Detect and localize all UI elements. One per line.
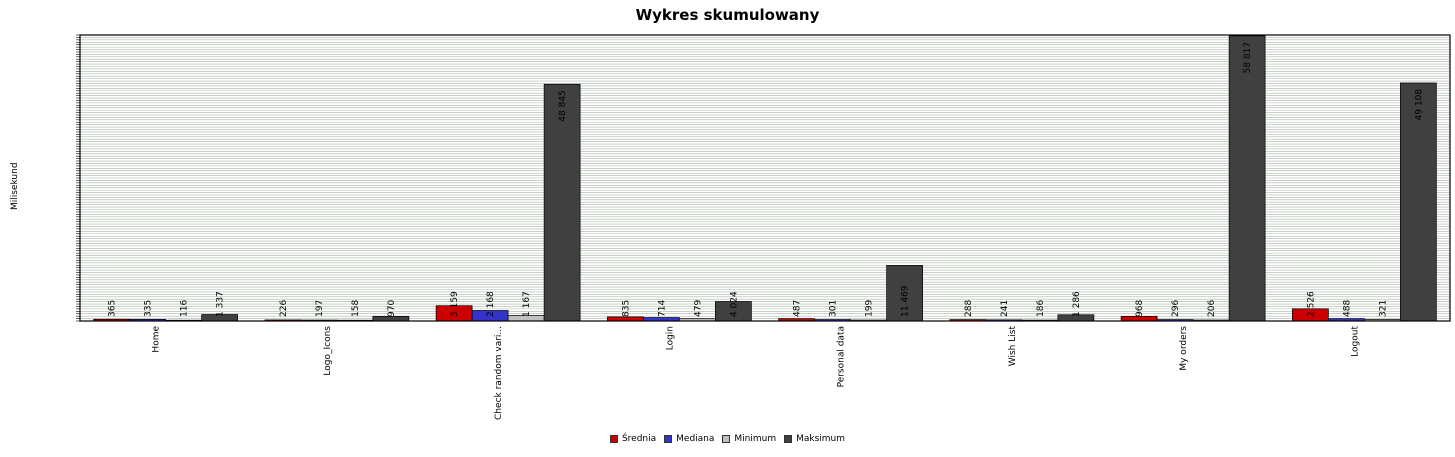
data-label: 2 526 <box>1306 291 1316 317</box>
legend-swatch <box>722 434 731 443</box>
data-label: 335 <box>144 300 154 317</box>
legend-item: Minimum <box>722 434 776 444</box>
legend-swatch <box>784 434 793 443</box>
data-label: 479 <box>693 300 703 317</box>
data-label: 158 <box>351 300 361 317</box>
data-label: 226 <box>279 300 289 317</box>
data-label: 58 817 <box>1243 42 1253 74</box>
legend-label: Średnia <box>621 434 657 444</box>
data-label: 1 286 <box>1072 291 1082 317</box>
data-label: 48 845 <box>558 90 568 122</box>
x-tick-label: Logout <box>1350 326 1360 357</box>
data-label: 488 <box>1342 300 1352 317</box>
x-tick-label: Wish List <box>1008 326 1018 367</box>
bar-maksimum <box>543 83 581 322</box>
x-tick-label: Home <box>152 326 162 353</box>
x-tick-label: Personal data <box>837 326 847 387</box>
data-label: 296 <box>1171 300 1181 317</box>
legend-item: Mediana <box>664 434 714 444</box>
data-label: 487 <box>793 300 803 317</box>
legend-item: Średnia <box>609 434 657 444</box>
data-label: 2 168 <box>486 291 496 317</box>
x-tick-label: Login <box>665 326 675 350</box>
data-label: 3 159 <box>450 291 460 317</box>
data-label: 714 <box>657 300 667 317</box>
data-label: 301 <box>829 300 839 317</box>
y-axis-ticks <box>76 34 80 322</box>
bar-maksimum <box>1228 35 1266 322</box>
legend-item: Maksimum <box>784 434 845 444</box>
data-label: 199 <box>865 300 875 317</box>
legend-swatch <box>609 434 618 443</box>
x-tick-label: Logo_Icons <box>323 326 333 376</box>
legend-label: Maksimum <box>796 434 846 444</box>
data-label: 4 024 <box>729 291 739 317</box>
bar-maksimum <box>886 265 923 322</box>
data-label: 186 <box>1036 300 1046 317</box>
data-label: 1 167 <box>522 291 532 317</box>
legend: Średnia Mediana Minimum Maksimum <box>0 434 1455 444</box>
plot-border <box>79 34 1451 322</box>
data-label: 116 <box>180 300 190 317</box>
data-label: 365 <box>108 300 118 317</box>
data-label: 206 <box>1207 300 1217 317</box>
legend-swatch <box>664 434 673 443</box>
data-label: 835 <box>621 300 631 317</box>
data-label: 49 108 <box>1414 89 1424 121</box>
data-label: 197 <box>315 300 325 317</box>
legend-label: Minimum <box>734 434 777 444</box>
x-tick-label: Check random vari... <box>494 326 504 420</box>
data-label: 288 <box>964 300 974 317</box>
data-label: 1 337 <box>216 291 226 317</box>
data-label: 241 <box>1000 300 1010 317</box>
data-label: 11 469 <box>901 285 911 317</box>
data-label: 321 <box>1378 300 1388 317</box>
legend-label: Mediana <box>676 434 715 444</box>
x-tick-label: My orders <box>1179 326 1189 371</box>
data-label: 968 <box>1135 300 1145 317</box>
data-label: 970 <box>387 300 397 317</box>
chart-title: Wykres skumulowany <box>635 6 820 24</box>
data-labels: 365 335 116 1 337 226 197 158 970 3 159 2 168 1 16… <box>108 42 1425 317</box>
